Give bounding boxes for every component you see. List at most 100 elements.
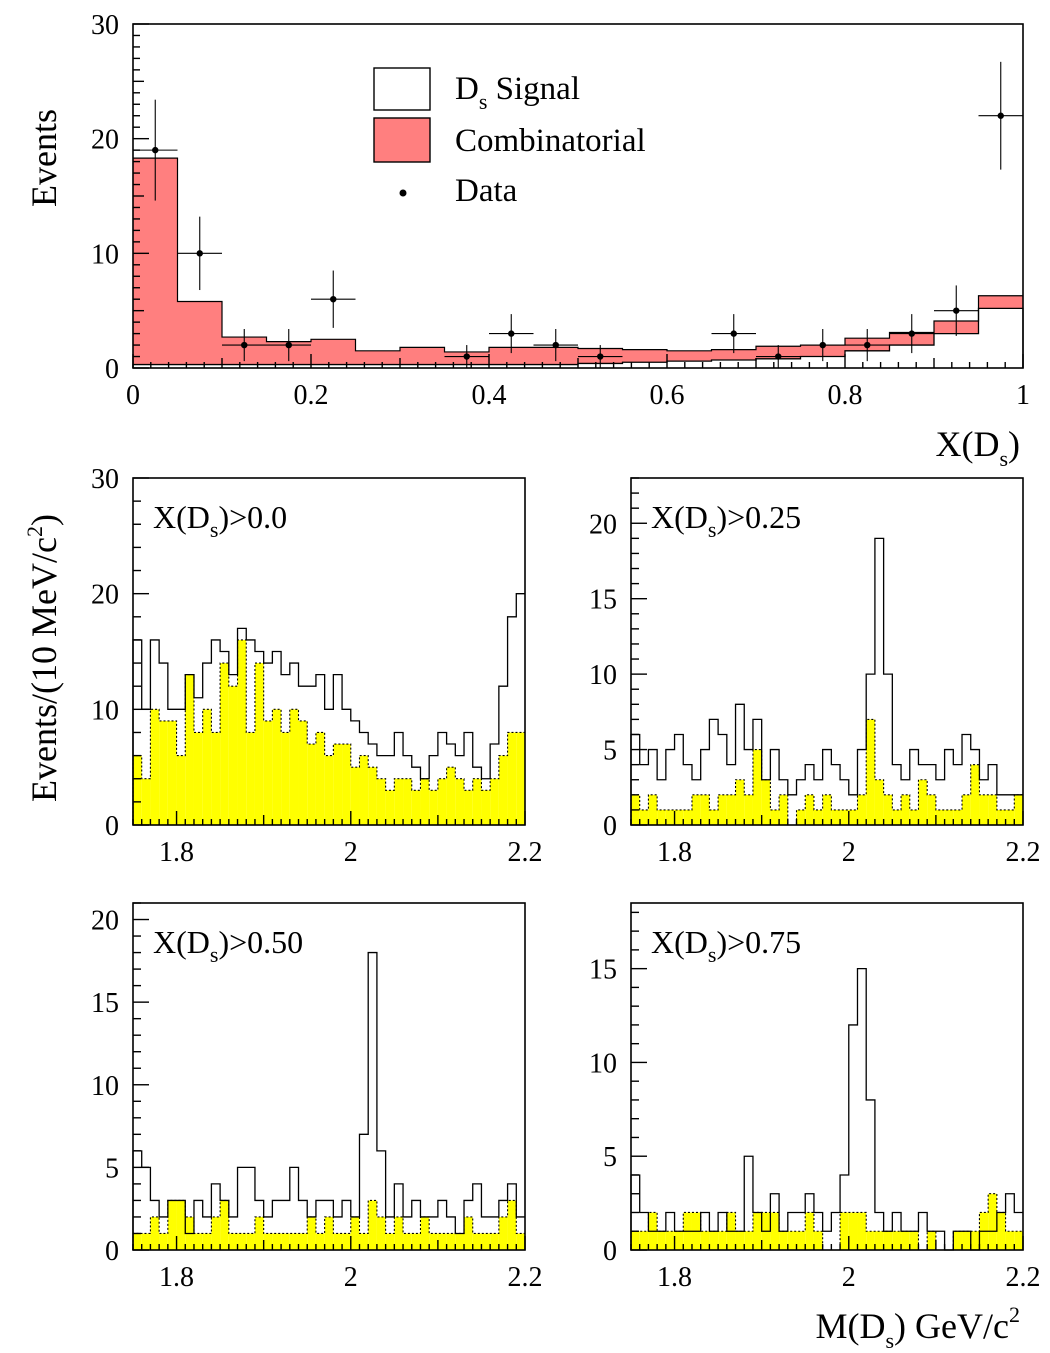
legend-signal-label: Ds Signal [455, 71, 580, 114]
background-bar [254, 663, 264, 825]
mass-frame-2 [132, 902, 526, 1251]
y-tick-label: 30 [91, 464, 119, 495]
background-bar [211, 1216, 221, 1250]
background-bar [735, 779, 745, 825]
background-bar [901, 1231, 910, 1250]
background-bar [481, 790, 491, 825]
data-point [463, 353, 470, 360]
data-point [330, 296, 337, 303]
background-bar [220, 1200, 229, 1250]
background-bar [752, 1212, 762, 1250]
bottom-xlabel: M(Ds) GeV/c2 [815, 1302, 1020, 1353]
background-bar [1014, 794, 1023, 825]
mass-frame-3 [630, 902, 1024, 1251]
background-bar [691, 794, 701, 825]
x-tick-label: 2.2 [508, 1262, 543, 1293]
background-bar [464, 1216, 473, 1250]
legend-data-marker [399, 189, 407, 197]
background-bar [892, 1231, 902, 1250]
background-bar [507, 732, 517, 825]
mass-ticks-0: 1.8 2 2.2 0 10 20 30 [91, 464, 543, 868]
background-bar [709, 809, 719, 825]
combinatorial-bar [978, 295, 1023, 309]
background-bar [246, 732, 255, 825]
background-bar [411, 1233, 421, 1250]
background-bar [944, 809, 954, 825]
background-bar [237, 1233, 247, 1250]
background-bar [813, 809, 823, 825]
background-bar [927, 794, 936, 825]
combinatorial-bar [711, 349, 756, 360]
y-tick-label: 20 [91, 125, 119, 156]
background-bar [350, 1216, 360, 1250]
background-bar [307, 744, 316, 825]
background-bar [133, 755, 142, 825]
data-point [997, 112, 1004, 119]
top-xlabel: X(Ds) [935, 424, 1020, 471]
combinatorial-bar [622, 349, 667, 363]
x-tick-label: 1.8 [657, 1262, 692, 1293]
background-bar [411, 790, 421, 825]
background-bar [779, 1231, 788, 1250]
background-bar [744, 1231, 753, 1250]
background-bar [246, 1233, 255, 1250]
combinatorial-bar [311, 339, 356, 365]
background-bar [516, 1233, 525, 1250]
background-bar [857, 1212, 867, 1250]
data-point [775, 353, 782, 360]
background-bar [683, 809, 692, 825]
mass-frame-1 [630, 477, 1024, 826]
background-bar [953, 1231, 963, 1250]
background-bar [437, 1233, 447, 1250]
data-point [864, 341, 871, 349]
background-bar [996, 1212, 1006, 1250]
background-bar [185, 674, 194, 825]
y-tick-label: 5 [603, 1142, 617, 1173]
background-bar [281, 1233, 290, 1250]
mass-plot-area-2 [132, 951, 525, 1250]
panel-label-2: X(Ds)>0.50 [153, 924, 303, 967]
combinatorial-bar [177, 301, 222, 365]
y-tick-label: 0 [603, 1236, 617, 1267]
background-bar [263, 720, 273, 825]
panel-label-3: X(Ds)>0.75 [651, 924, 801, 967]
y-tick-label: 20 [91, 906, 119, 937]
background-bar [1005, 809, 1015, 825]
background-bar [1005, 1231, 1015, 1250]
background-bar [883, 794, 893, 825]
background-bar [315, 1233, 325, 1250]
background-bar [962, 1231, 971, 1250]
background-bar [700, 794, 710, 825]
x-tick-label: 2 [344, 837, 358, 868]
data-point [241, 341, 248, 349]
mass-plot-area-1 [630, 537, 1023, 826]
background-bar [202, 709, 212, 825]
top-plot-area [132, 61, 1024, 368]
x-tick-label: 2.2 [1006, 837, 1041, 868]
x-tick-label: 2.2 [1006, 1262, 1041, 1293]
background-bar [674, 809, 684, 825]
background-bar [289, 1233, 299, 1250]
background-bar [420, 1216, 430, 1250]
legend-combinatorial-swatch [373, 117, 431, 163]
mass-panel-cut-0.50: 1.8 2 2.2 0 5 10 15 20 X(Ds)>0.50 [91, 902, 543, 1293]
background-bar [368, 1200, 377, 1250]
x-tick-label: 2 [842, 837, 856, 868]
background-bar [202, 1233, 212, 1250]
background-bar [481, 1233, 491, 1250]
background-bar [805, 794, 814, 825]
background-bar [657, 809, 666, 825]
background-bar [167, 1200, 177, 1250]
y-tick-label: 10 [91, 695, 119, 726]
data-point [597, 353, 604, 360]
x-tick-label: 2 [344, 1262, 358, 1293]
y-tick-label: 0 [105, 811, 119, 842]
background-bar [385, 790, 395, 825]
background-bar [403, 1233, 412, 1250]
background-bar [848, 809, 858, 825]
background-bar [220, 663, 229, 825]
background-bar [700, 1231, 710, 1250]
background-bar [281, 732, 290, 825]
background-bar [141, 1233, 151, 1250]
background-bar [744, 794, 753, 825]
